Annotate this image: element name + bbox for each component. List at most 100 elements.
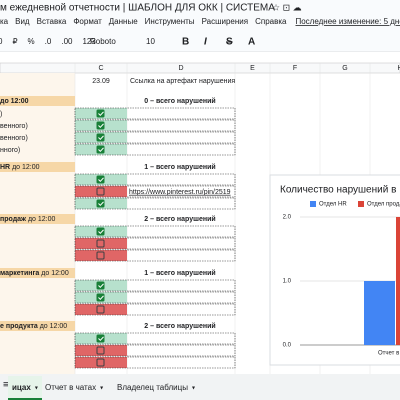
sheet-tab[interactable]: Владелец таблицы bbox=[117, 383, 188, 392]
section-label: продаж до 12:00 bbox=[0, 216, 55, 223]
check-mark bbox=[98, 111, 104, 117]
menu-item[interactable]: Справка bbox=[255, 17, 287, 26]
toolbar-item[interactable]: 123 bbox=[82, 37, 96, 46]
dotted-cell bbox=[74, 173, 236, 186]
dotted-cell bbox=[74, 303, 236, 316]
checkbox[interactable] bbox=[96, 187, 105, 196]
item-label: ) bbox=[0, 111, 2, 118]
section-label-bg bbox=[0, 96, 75, 106]
y-tick-label: 2.0 bbox=[283, 215, 292, 221]
column-header: F bbox=[293, 65, 297, 72]
tab-arrow: ▾ bbox=[35, 386, 38, 392]
section-title: 1 – всего нарушений bbox=[144, 269, 215, 277]
dotted-cell bbox=[74, 131, 236, 144]
column-header: H bbox=[397, 65, 400, 72]
legend-label: Отдел продаж bbox=[367, 202, 400, 208]
menu-item[interactable]: Данные bbox=[109, 17, 138, 26]
checkbox[interactable] bbox=[96, 109, 105, 118]
dotted-cell bbox=[74, 185, 236, 198]
column-header-row bbox=[0, 62, 400, 74]
checkbox[interactable] bbox=[96, 251, 105, 260]
section-label-bg bbox=[0, 214, 75, 224]
dotted-cell bbox=[74, 197, 236, 210]
column-header: C bbox=[98, 65, 103, 72]
dotted-cell bbox=[74, 291, 236, 304]
checkbox[interactable] bbox=[96, 293, 105, 302]
label-rest: до 12:00 bbox=[39, 270, 68, 277]
y-tick-label: 0.0 bbox=[283, 343, 292, 349]
toolbar-item[interactable]: .0 bbox=[45, 37, 52, 46]
column-a bbox=[0, 73, 75, 378]
menu-item[interactable]: Инструменты bbox=[145, 17, 195, 26]
dotted-cell bbox=[74, 143, 236, 156]
section-title: 2 – всего нарушений bbox=[144, 322, 215, 330]
checkbox[interactable] bbox=[96, 133, 105, 142]
checkbox[interactable] bbox=[96, 121, 105, 130]
dotted-cell bbox=[74, 356, 236, 369]
add-sheet-icon[interactable]: ≡ bbox=[3, 380, 9, 391]
check-cell bbox=[75, 304, 127, 315]
checkbox[interactable] bbox=[96, 239, 105, 248]
checkbox[interactable] bbox=[96, 281, 105, 290]
label-bold: е продукта bbox=[0, 323, 38, 330]
format-button[interactable]: I bbox=[204, 37, 207, 48]
checkbox[interactable] bbox=[96, 227, 105, 236]
date-cell: 23.09 bbox=[92, 78, 110, 85]
font-select[interactable]: Roboto bbox=[90, 37, 116, 46]
top-bar bbox=[0, 0, 400, 60]
label-rest: до 12:00 bbox=[26, 216, 55, 223]
label-bold: до 12:00 bbox=[0, 98, 29, 105]
checkbox[interactable] bbox=[96, 358, 105, 367]
check-mark bbox=[98, 295, 104, 301]
label-bold: HR bbox=[0, 164, 10, 171]
format-button[interactable]: B bbox=[182, 37, 189, 48]
chart-title: Количество нарушений в bbox=[280, 185, 396, 196]
active-tab[interactable] bbox=[8, 376, 42, 400]
column-header: E bbox=[250, 65, 255, 72]
menu-item[interactable]: ка bbox=[0, 17, 9, 26]
menu-item[interactable]: Вид bbox=[15, 17, 30, 26]
checkbox[interactable] bbox=[96, 145, 105, 154]
checkbox[interactable] bbox=[96, 199, 105, 208]
check-mark bbox=[98, 283, 104, 289]
section-title: 1 – всего нарушений bbox=[144, 163, 215, 171]
dotted-cell bbox=[74, 344, 236, 357]
checkbox[interactable] bbox=[96, 346, 105, 355]
menu-item[interactable]: Формат bbox=[73, 17, 102, 26]
check-mark bbox=[98, 201, 104, 207]
size-select[interactable]: 10 bbox=[146, 37, 155, 46]
checkbox[interactable] bbox=[96, 305, 105, 314]
bar bbox=[396, 217, 400, 345]
menu-item[interactable]: Расширения bbox=[202, 17, 249, 26]
x-tick-label: Отчет в bbox=[378, 351, 399, 357]
checkbox[interactable] bbox=[96, 334, 105, 343]
sheet-tab[interactable]: ицах bbox=[12, 383, 31, 392]
toolbar-item[interactable]: ₽ bbox=[12, 37, 17, 46]
section-title: 0 – всего нарушений bbox=[144, 97, 215, 105]
dotted-cell bbox=[74, 225, 236, 238]
link-header: Ссылка на артефакт нарушения bbox=[130, 78, 235, 85]
tab-arrow: ▾ bbox=[192, 386, 195, 392]
check-cell bbox=[75, 357, 127, 368]
last-edit[interactable]: Последнее изменение: 5 дней назад bbox=[295, 17, 400, 26]
toolbar-item[interactable]: % bbox=[28, 37, 35, 46]
label-bold: маркетинга bbox=[0, 270, 39, 277]
check-mark bbox=[98, 147, 104, 153]
legend-swatch bbox=[358, 201, 364, 207]
section-label-bg bbox=[0, 268, 75, 278]
menu-item[interactable]: Вставка bbox=[37, 17, 67, 26]
toolbar-item[interactable]: 0 bbox=[0, 37, 3, 46]
check-mark bbox=[98, 229, 104, 235]
section-label: маркетинга до 12:00 bbox=[0, 270, 69, 277]
legend-swatch bbox=[310, 201, 316, 207]
format-button[interactable]: S bbox=[226, 37, 233, 48]
toolbar-item[interactable]: .00 bbox=[61, 37, 73, 46]
format-button[interactable]: A bbox=[248, 37, 255, 48]
dotted-cell bbox=[74, 107, 236, 120]
check-mark bbox=[98, 123, 104, 129]
artifact-link[interactable]: https://www.pinterest.ru/pin/2519 bbox=[129, 189, 231, 196]
sheet-tab[interactable]: Отчет в чатах bbox=[45, 383, 96, 392]
checkbox[interactable] bbox=[96, 175, 105, 184]
item-label: нного) bbox=[0, 147, 20, 154]
